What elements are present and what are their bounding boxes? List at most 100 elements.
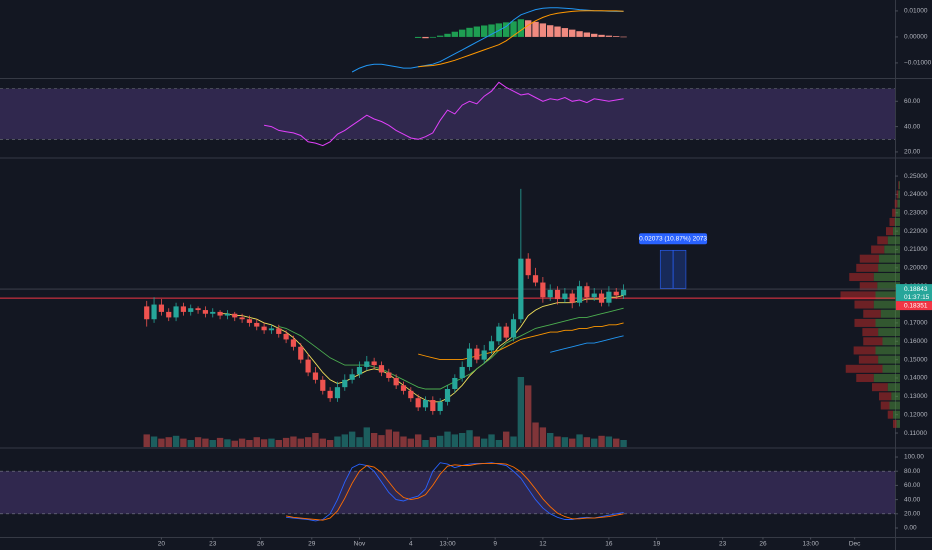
profile-down [896, 190, 899, 199]
profile-up [893, 227, 900, 236]
volume-bar [532, 422, 539, 447]
moving-average [220, 294, 624, 403]
x-tick-label: 19 [653, 541, 661, 548]
candle-body [393, 377, 399, 386]
rsi-line [264, 81, 624, 147]
profile-up [899, 181, 900, 190]
candle-body [144, 306, 150, 320]
y-tick-label: 0.23000 [904, 210, 928, 217]
candle-body [408, 390, 414, 399]
candle-body [217, 311, 223, 316]
volume-bar [187, 440, 194, 447]
volume-bar [202, 438, 209, 447]
volume-bar [216, 437, 224, 447]
candle-body [151, 304, 157, 320]
profile-up [873, 373, 900, 382]
volume-bar [583, 437, 591, 447]
x-tick-label: 13:00 [802, 541, 819, 548]
y-tick-label: 0.01000 [904, 8, 928, 15]
histogram-bar [502, 22, 510, 37]
y-tick-label: 0.21000 [904, 246, 928, 253]
x-tick-label: Dec [849, 541, 861, 548]
histogram-bar [576, 31, 583, 37]
profile-down [858, 355, 879, 364]
last-price-label: 0.18843 [904, 286, 928, 293]
y-tick-label: 60.00 [904, 482, 921, 489]
profile-down [863, 309, 881, 318]
candle-body [276, 328, 282, 334]
volume-bar [414, 434, 422, 447]
candle-body [268, 328, 275, 331]
profile-down [872, 383, 888, 392]
volume-bar [231, 440, 238, 447]
volume-bar [356, 437, 363, 447]
candle-body [180, 306, 187, 312]
y-tick-label: 0.17000 [904, 320, 928, 327]
profile-down [849, 273, 874, 282]
profile-up [873, 300, 900, 309]
histogram-bar [510, 21, 517, 37]
histogram-bar [458, 29, 466, 37]
candle-body [422, 400, 429, 408]
candle-body [540, 282, 546, 298]
volume-bar [613, 438, 620, 447]
candle-body [378, 365, 385, 373]
volume-bar [172, 435, 180, 447]
volume-bar [488, 434, 495, 447]
volume-bar [539, 427, 547, 447]
histogram-bar [569, 29, 576, 37]
y-tick-label: 0.15000 [904, 356, 928, 363]
histogram-bar [620, 36, 627, 38]
volume-bar [458, 433, 466, 447]
y-tick-label: 0.22000 [904, 228, 928, 235]
candle-body [532, 275, 539, 283]
histogram-bar [422, 36, 429, 39]
volume-bar [547, 433, 554, 447]
profile-up [873, 273, 900, 282]
histogram-bar [547, 25, 554, 37]
histogram-bar [591, 33, 598, 37]
moving-average [418, 322, 624, 361]
candle-body [620, 289, 627, 296]
volume-bar [561, 437, 569, 447]
profile-down [871, 245, 885, 254]
profile-up [898, 190, 900, 199]
candle-body [327, 390, 333, 399]
candle-body [598, 293, 605, 303]
histogram-bar [473, 26, 481, 37]
profile-down [853, 346, 876, 355]
profile-up [878, 355, 900, 364]
profile-down [840, 291, 876, 300]
candle-body [246, 319, 253, 323]
profile-up [878, 328, 900, 337]
profile-up [897, 199, 900, 208]
profile-up [879, 254, 900, 263]
moving-average [278, 307, 624, 390]
profile-down [859, 254, 879, 263]
candle-body [371, 361, 377, 366]
candle-body [261, 326, 267, 331]
volume-bar [319, 438, 326, 447]
histogram-bar [539, 23, 547, 37]
volume-bar [180, 438, 187, 447]
candle-body [202, 310, 209, 314]
volume-bar [524, 385, 532, 447]
candle-body [298, 346, 304, 360]
volume-bar [304, 437, 312, 447]
profile-down [892, 208, 896, 217]
profile-up [889, 401, 900, 410]
volume-bar [238, 438, 246, 447]
candle-body [254, 322, 260, 327]
volume-bar [576, 434, 583, 447]
candle-body [510, 319, 517, 338]
y-tick-label: 40.00 [904, 123, 921, 130]
candle-body [290, 339, 297, 347]
candle-body [224, 313, 231, 316]
candle-body [591, 293, 597, 298]
histogram-bar [613, 36, 620, 37]
volume-bar [370, 433, 378, 447]
profile-up [895, 208, 900, 217]
profile-up [877, 282, 900, 291]
